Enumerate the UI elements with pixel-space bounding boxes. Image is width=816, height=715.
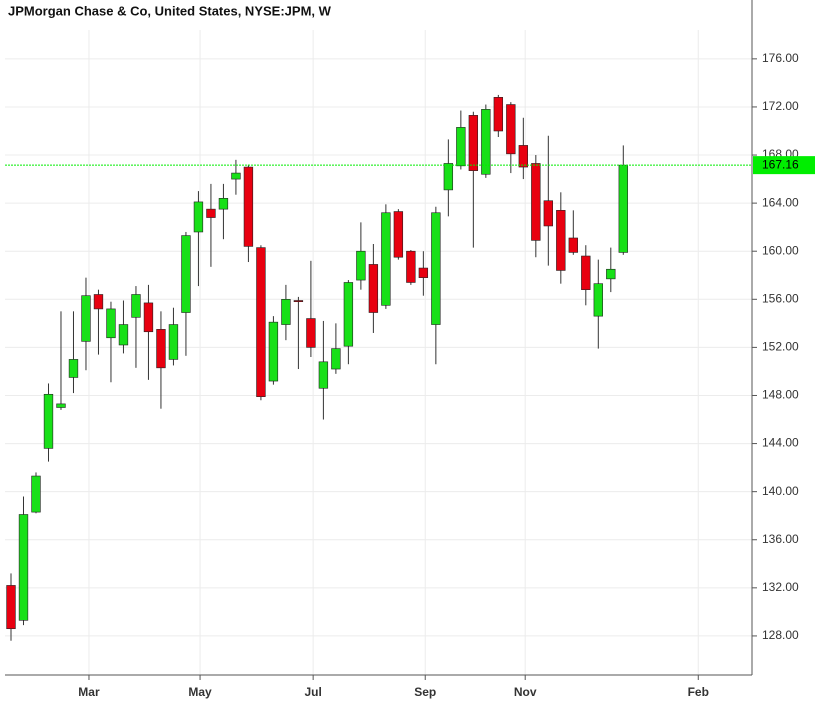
candle-body bbox=[131, 294, 141, 318]
candle-body bbox=[168, 324, 179, 360]
candle-body bbox=[243, 166, 254, 247]
chart-title: JPMorgan Chase & Co, United States, NYSE… bbox=[8, 3, 332, 18]
candle-body bbox=[143, 302, 154, 333]
candle-body bbox=[318, 361, 329, 389]
candle-body bbox=[256, 247, 266, 397]
candle-body bbox=[518, 145, 529, 168]
candle-body bbox=[93, 294, 104, 310]
candle-body bbox=[556, 210, 566, 271]
candle-body bbox=[593, 283, 603, 317]
last-price-label: 167.16 bbox=[762, 157, 799, 171]
candle-body bbox=[81, 295, 91, 342]
candle-body bbox=[293, 300, 304, 303]
candle-body bbox=[218, 198, 229, 210]
candle-body bbox=[206, 208, 216, 218]
candle-body bbox=[68, 359, 79, 378]
x-tick-label: Sep bbox=[414, 685, 436, 699]
y-tick-label: 136.00 bbox=[762, 532, 799, 546]
candle-body bbox=[493, 97, 504, 132]
y-tick-label: 144.00 bbox=[762, 436, 799, 450]
candle-body bbox=[368, 264, 379, 313]
y-tick-label: 152.00 bbox=[762, 340, 799, 354]
y-tick-label: 172.00 bbox=[762, 99, 799, 113]
candle-body bbox=[356, 250, 366, 281]
candle-body bbox=[456, 127, 466, 167]
candle-body bbox=[331, 348, 341, 370]
x-tick-label: Jul bbox=[304, 685, 321, 699]
y-tick-label: 156.00 bbox=[762, 291, 799, 305]
candle-body bbox=[281, 299, 291, 325]
y-tick-label: 140.00 bbox=[762, 484, 799, 498]
candle-body bbox=[268, 321, 279, 382]
candle-body bbox=[443, 163, 454, 191]
y-tick-label: 164.00 bbox=[762, 195, 799, 209]
candle-body bbox=[31, 475, 41, 513]
candle-body bbox=[56, 403, 66, 408]
candle-body bbox=[468, 115, 479, 171]
candle-body bbox=[43, 393, 54, 449]
x-tick-label: Feb bbox=[688, 685, 709, 699]
candle-body bbox=[18, 514, 29, 621]
candle-body bbox=[393, 211, 404, 258]
y-tick-label: 132.00 bbox=[762, 580, 799, 594]
candle-body bbox=[106, 308, 116, 339]
candle-body bbox=[181, 235, 191, 313]
last-price-box bbox=[753, 156, 815, 175]
y-tick-label: 176.00 bbox=[762, 51, 799, 65]
y-tick-label: 128.00 bbox=[762, 628, 799, 642]
candle-body bbox=[118, 324, 129, 346]
candle-body bbox=[193, 201, 204, 233]
candle-body bbox=[231, 172, 241, 180]
x-tick-label: May bbox=[188, 685, 212, 699]
candle-body bbox=[481, 109, 491, 175]
candle-body bbox=[381, 212, 391, 306]
candle-body bbox=[606, 268, 616, 280]
candle-body bbox=[431, 212, 441, 325]
candle-body bbox=[306, 318, 316, 348]
candle-body bbox=[506, 104, 516, 155]
candle-body bbox=[156, 329, 166, 369]
y-tick-label: 148.00 bbox=[762, 388, 799, 402]
candle-body bbox=[543, 200, 553, 227]
candle-body bbox=[6, 585, 16, 630]
candle-body bbox=[618, 164, 628, 253]
candle-body bbox=[531, 163, 541, 241]
candle-body bbox=[418, 267, 429, 278]
candle-body bbox=[581, 255, 591, 290]
x-tick-label: Nov bbox=[514, 685, 537, 699]
candle-body bbox=[343, 282, 354, 347]
x-tick-label: Mar bbox=[78, 685, 100, 699]
candle-body bbox=[568, 237, 578, 253]
y-tick-label: 160.00 bbox=[762, 243, 799, 257]
candle-body bbox=[406, 250, 416, 283]
